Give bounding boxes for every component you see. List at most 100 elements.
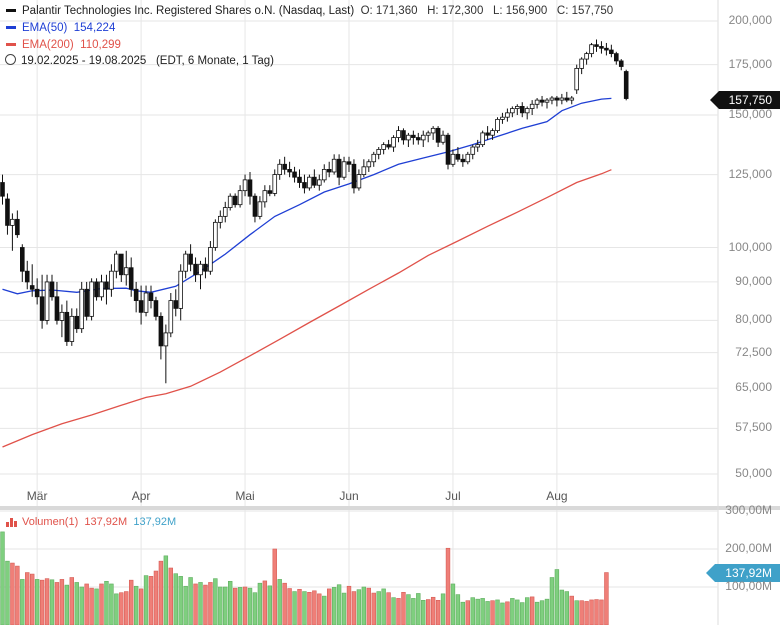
volume-tick-label: 200,00M xyxy=(725,541,772,555)
volume-bar xyxy=(331,587,337,625)
candle-body xyxy=(376,149,381,155)
candle-body xyxy=(589,44,594,55)
candle-body xyxy=(217,215,223,223)
volume-bar xyxy=(247,587,253,625)
candle-body xyxy=(386,144,391,148)
volume-bar xyxy=(490,600,495,625)
volume-bar xyxy=(416,593,421,625)
volume-bar xyxy=(460,601,466,625)
candle-body xyxy=(485,132,490,136)
volume-bar xyxy=(465,600,470,625)
volume-bar xyxy=(64,584,70,625)
volume-bar xyxy=(54,582,60,625)
candle-body xyxy=(19,247,25,272)
ema50-label: EMA(50) xyxy=(22,22,68,34)
volume-bar xyxy=(435,599,441,625)
volume-bar xyxy=(589,599,594,625)
volume-label: Volumen(1) xyxy=(22,516,79,528)
candle-body xyxy=(153,300,159,317)
candle-body xyxy=(406,134,411,141)
candle-body xyxy=(133,288,139,302)
month-tick-label: Aug xyxy=(546,489,568,503)
candle-body xyxy=(391,137,396,148)
volume-bar xyxy=(267,585,272,625)
candle-body xyxy=(549,97,555,101)
candle-body xyxy=(480,132,485,146)
candle-body xyxy=(39,296,45,321)
candle-body xyxy=(188,253,193,265)
candle-body xyxy=(435,127,441,143)
volume-bar xyxy=(223,586,228,625)
candle-body xyxy=(450,153,456,165)
price-tick-label: 175,000 xyxy=(728,56,772,71)
candle-body xyxy=(173,300,179,309)
candle-body xyxy=(351,163,357,189)
price-tick-label: 200,000 xyxy=(728,13,772,27)
volume-bar xyxy=(520,602,525,625)
candle-body xyxy=(232,195,238,206)
volume-bar xyxy=(371,592,376,625)
candle-body xyxy=(138,300,144,313)
volume-bar xyxy=(74,582,79,625)
ema50-line xyxy=(2,97,612,295)
volume-bar xyxy=(564,591,570,625)
volume-bar xyxy=(20,579,25,625)
candle-body xyxy=(297,176,302,183)
volume-bar xyxy=(44,578,50,625)
volume-bar xyxy=(89,587,94,625)
candle-body xyxy=(34,288,40,298)
volume-bar xyxy=(574,600,579,625)
candle-body xyxy=(366,161,372,168)
candle-body xyxy=(29,285,35,290)
candle-body xyxy=(267,190,273,194)
volume-bar xyxy=(406,594,411,625)
ema200-value: 110,299 xyxy=(80,39,121,51)
candle-body xyxy=(495,118,500,132)
candle-body xyxy=(396,130,401,138)
volume-bar xyxy=(218,586,223,625)
volume-bar xyxy=(114,593,119,625)
price-tag: 157,750 xyxy=(709,91,780,109)
volume-bar xyxy=(381,588,386,625)
candle-body xyxy=(109,270,114,290)
candle-body xyxy=(79,288,85,330)
candle-body xyxy=(272,174,278,194)
candle-body xyxy=(356,174,362,189)
volume-bar xyxy=(143,575,149,625)
ema200-legend[interactable]: EMA(200) 110,299 xyxy=(4,39,121,51)
chart-title: Palantir Technologies Inc. Registered Sh… xyxy=(22,5,355,17)
volume-bar xyxy=(401,592,406,625)
candle-body xyxy=(539,99,545,103)
ema50-legend[interactable]: EMA(50) 154,224 xyxy=(4,22,115,34)
candle-body xyxy=(440,134,446,143)
volume-bar xyxy=(158,560,164,625)
date-range-note: (EDT, 6 Monate, 1 Tag) xyxy=(155,55,274,67)
volume-bar xyxy=(138,588,144,625)
volume-bar xyxy=(529,596,535,625)
candle-body xyxy=(222,207,228,217)
candle-body xyxy=(287,168,292,173)
price-tag-value: 157,750 xyxy=(728,93,772,107)
candle-body xyxy=(257,201,263,217)
volume-bar xyxy=(510,598,515,625)
volume-bar xyxy=(411,598,416,625)
open-value: O: 171,360 xyxy=(360,5,418,17)
candle-body xyxy=(529,103,535,109)
volume-bar xyxy=(341,592,347,625)
volume-bar xyxy=(29,573,35,625)
volume-bar xyxy=(421,599,426,625)
volume-bar xyxy=(34,579,40,625)
date-range-row: 19.02.2025 - 19.08.2025 (EDT, 6 Monate, … xyxy=(4,54,274,67)
candle-body xyxy=(425,132,431,136)
candle-body xyxy=(148,292,154,302)
candle-body xyxy=(203,263,208,272)
candle-body xyxy=(242,179,248,192)
candle-body xyxy=(84,288,89,317)
candle-body xyxy=(574,67,579,91)
volume-bar xyxy=(59,579,65,625)
volume-bar xyxy=(495,599,500,625)
candle-body xyxy=(302,182,307,189)
high-value: H: 172,300 xyxy=(427,5,484,17)
candle-body xyxy=(247,179,253,197)
